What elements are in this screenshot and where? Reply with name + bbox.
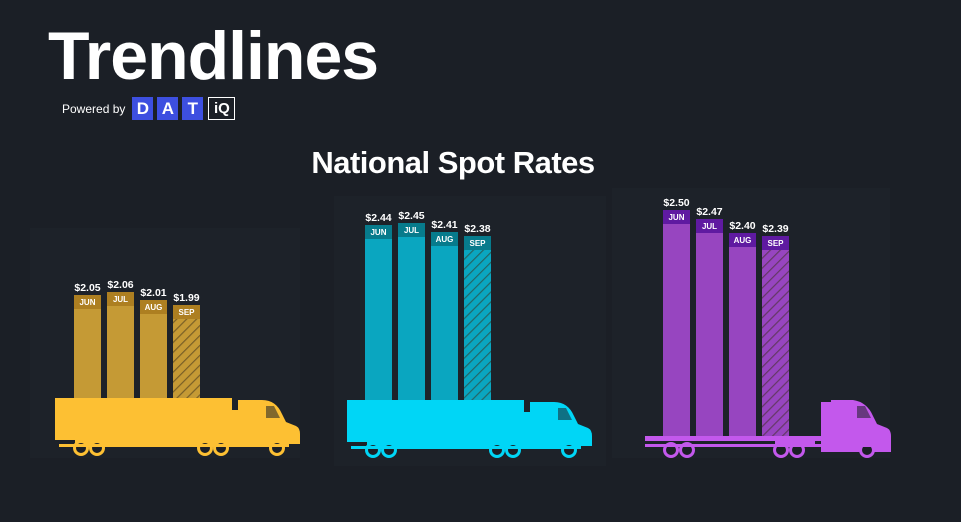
value-label: $2.47	[696, 206, 722, 218]
value-label: $1.99	[173, 292, 199, 304]
month-tag-aug	[140, 300, 167, 314]
month-tag-jul	[107, 292, 134, 306]
month-label: SEP	[469, 239, 486, 248]
month-label: JUN	[79, 298, 95, 307]
month-label: AUG	[145, 303, 163, 312]
spot-rate-chart-3	[663, 210, 789, 438]
month-label: AUG	[436, 235, 454, 244]
bar-jun	[663, 210, 690, 438]
chart-title: National Spot Rates	[311, 145, 595, 180]
month-tag-jun	[663, 210, 690, 224]
value-label: $2.39	[762, 223, 788, 235]
value-label: $2.40	[729, 220, 755, 232]
month-label: JUN	[370, 228, 386, 237]
value-label: $2.38	[464, 223, 490, 235]
bar-aug	[140, 300, 167, 402]
month-tag-jun	[365, 225, 392, 239]
bar-sep	[464, 236, 491, 402]
value-label: $2.01	[140, 287, 166, 299]
bar-sep	[173, 305, 200, 402]
dat-logo-letter-t: T	[182, 97, 204, 120]
bar-jul	[107, 292, 134, 402]
bar-jul	[696, 219, 723, 438]
month-label: JUL	[404, 226, 419, 235]
bar-jun	[365, 225, 392, 402]
spot-rate-chart-1	[74, 292, 200, 402]
month-label: JUN	[668, 213, 684, 222]
value-label: $2.50	[663, 197, 689, 209]
month-tag-jul	[696, 219, 723, 233]
month-tag-aug	[729, 233, 756, 247]
truck-icon	[347, 400, 592, 458]
bar-sep	[762, 236, 789, 438]
iq-logo: iQ	[208, 97, 236, 120]
value-label: $2.45	[398, 210, 424, 222]
dat-logo-letter-a: A	[157, 97, 179, 120]
month-tag-jun	[74, 295, 101, 309]
month-label: SEP	[178, 308, 195, 317]
month-label: JUL	[113, 295, 128, 304]
truck-icon	[645, 400, 891, 458]
value-label: $2.05	[74, 282, 100, 294]
powered-by-badge: Powered by D A T iQ	[62, 97, 236, 120]
value-label: $2.41	[431, 219, 457, 231]
value-label: $2.06	[107, 279, 133, 291]
bar-jul	[398, 223, 425, 402]
month-label: AUG	[734, 236, 752, 245]
bar-aug	[729, 233, 756, 438]
value-label: $2.44	[365, 212, 391, 224]
month-tag-aug	[431, 232, 458, 246]
month-label: JUL	[702, 222, 717, 231]
month-tag-sep	[173, 305, 200, 319]
month-tag-sep	[464, 236, 491, 250]
powered-by-text: Powered by	[62, 101, 126, 116]
bar-jun	[74, 295, 101, 402]
bar-aug	[431, 232, 458, 402]
brand-title: Trendlines	[48, 18, 379, 94]
month-tag-jul	[398, 223, 425, 237]
month-label: SEP	[767, 239, 784, 248]
month-tag-sep	[762, 236, 789, 250]
truck-icon	[55, 398, 300, 456]
spot-rate-chart-2	[365, 223, 491, 402]
dat-logo-letter-d: D	[132, 97, 154, 120]
